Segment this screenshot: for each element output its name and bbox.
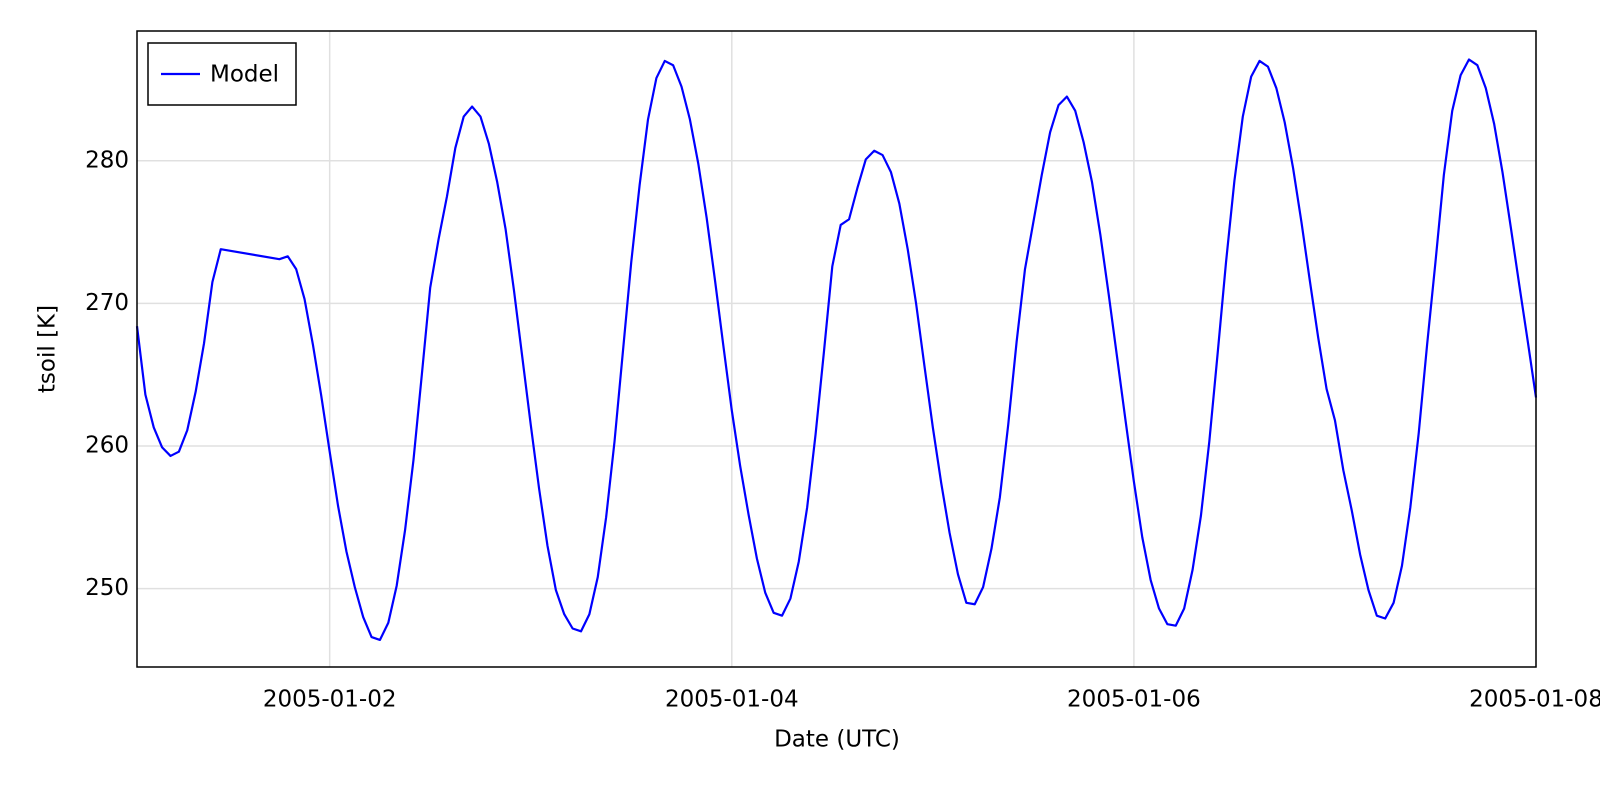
legend-label: Model <box>210 62 279 88</box>
x-tick-label: 2005-01-06 <box>1067 687 1201 713</box>
y-axis-label: tsoil [K] <box>35 305 61 393</box>
x-tick-label: 2005-01-02 <box>263 687 397 713</box>
y-tick-label: 270 <box>85 290 129 316</box>
y-tick-label: 260 <box>85 432 129 458</box>
data-line <box>135 58 1538 642</box>
y-tick-label: 250 <box>85 575 129 601</box>
y-tick-label: 280 <box>85 147 129 173</box>
x-tick-label: 2005-01-08 <box>1469 687 1600 713</box>
legend: Model <box>147 42 297 106</box>
x-tick-label: 2005-01-04 <box>665 687 799 713</box>
plot-frame <box>136 30 1537 668</box>
x-axis-label: Date (UTC) <box>774 727 900 753</box>
